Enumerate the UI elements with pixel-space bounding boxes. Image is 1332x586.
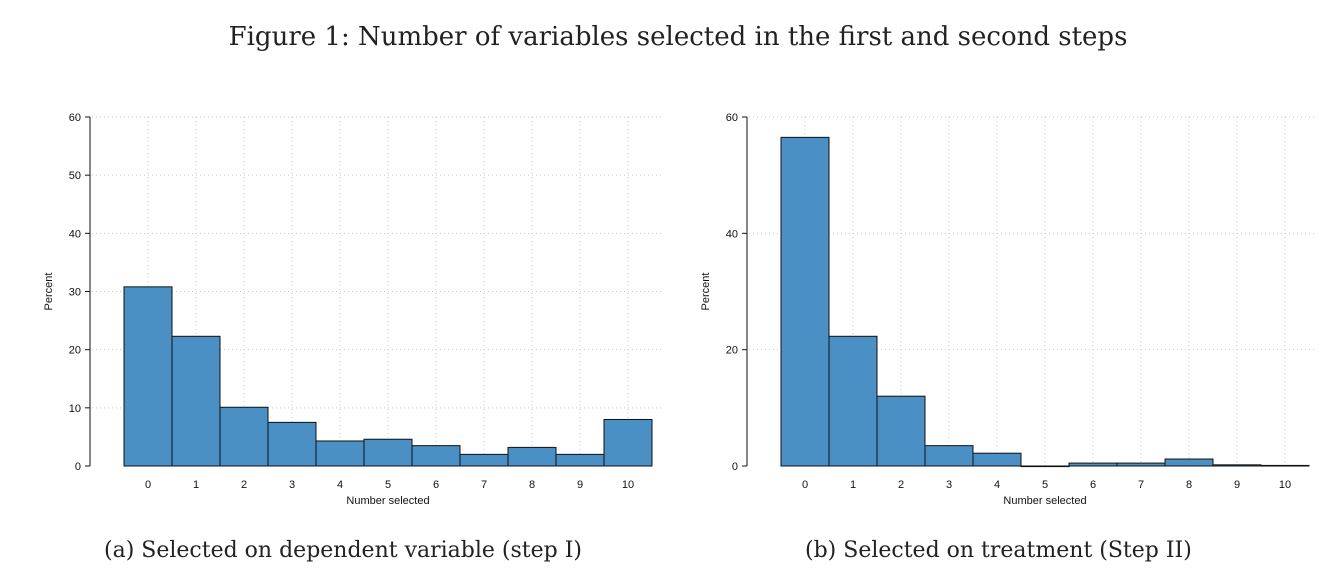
chart-b-ytick-label: 20 (726, 345, 738, 357)
chart-a-bar-6 (411, 445, 461, 467)
chart-b-xtick-label: 1 (850, 479, 856, 491)
chart-a-xtick-label: 6 (433, 479, 439, 491)
chart-b-xtick-label: 4 (994, 479, 1000, 491)
chart-a-bar-0 (123, 286, 173, 467)
chart-a-ytick-label: 40 (69, 228, 81, 240)
chart-b-xtick-label: 2 (898, 479, 904, 491)
chart-a-xtick-label: 9 (577, 479, 583, 491)
chart-a-xtick-label: 4 (337, 479, 343, 491)
chart-a-bar-7 (459, 453, 509, 467)
caption-b: (b) Selected on treatment (Step II) (805, 538, 1192, 563)
chart-panel-b: 0 20 40 60 0 1 2 3 4 5 6 7 8 9 10 Number selected Percen… (690, 95, 1330, 525)
chart-a-bar-2 (219, 406, 269, 467)
chart-a-xtick-label: 0 (145, 479, 151, 491)
chart-a-xtick-label: 3 (289, 479, 295, 491)
chart-b-bar-1 (828, 335, 878, 467)
chart-a-bar-5 (363, 438, 413, 467)
chart-b-xtick-label: 10 (1279, 479, 1291, 491)
chart-a-ytick-label: 0 (75, 461, 81, 473)
chart-b-xtick-label: 5 (1042, 479, 1048, 491)
chart-a-ytick-label: 10 (69, 403, 81, 415)
chart-a-y-axis-label: Percent (43, 273, 55, 311)
chart-a-bar-3 (267, 421, 317, 467)
chart-a-bar-8 (507, 446, 557, 467)
chart-a-xtick-label: 10 (622, 479, 634, 491)
chart-a-ytick-label: 20 (69, 345, 81, 357)
chart-a-ytick-label: 60 (69, 112, 81, 124)
chart-a-xtick-label: 1 (193, 479, 199, 491)
chart-a-bar-9 (555, 453, 605, 467)
chart-a-ytick-label: 50 (69, 170, 81, 182)
chart-a-x-axis-label: Number selected (346, 495, 429, 507)
chart-a-bar-10 (603, 418, 653, 467)
chart-b-bar-5 (1020, 465, 1070, 468)
chart-a-xtick-label: 5 (385, 479, 391, 491)
chart-b-bar-2 (876, 395, 926, 467)
chart-panel-a: 0 10 20 30 40 50 60 0 1 2 3 4 5 6 7 8 9 10 Number selected… (30, 95, 680, 525)
chart-b-bar-0 (780, 136, 830, 467)
chart-b-x-axis-label: Number selected (1003, 495, 1086, 507)
figure-title: Figure 1: Number of variables selected i… (228, 22, 1128, 52)
chart-a-xtick-label: 8 (529, 479, 535, 491)
chart-b-bar-9 (1212, 464, 1262, 467)
histogram-chart-b: 0 20 40 60 0 1 2 3 4 5 6 7 8 9 10 Number selected Percen… (700, 112, 1315, 507)
chart-b-bar-7 (1116, 462, 1166, 467)
chart-b-bar-4 (972, 452, 1022, 467)
chart-b-xtick-label: 6 (1090, 479, 1096, 491)
chart-b-xtick-label: 9 (1234, 479, 1240, 491)
chart-b-bar-6 (1068, 462, 1118, 467)
chart-b-xtick-label: 8 (1186, 479, 1192, 491)
chart-b-ytick-label: 0 (732, 461, 738, 473)
chart-b-ytick-label: 60 (726, 112, 738, 124)
chart-a-xtick-label: 2 (241, 479, 247, 491)
chart-b-ytick-label: 40 (726, 228, 738, 240)
chart-b-bar-10 (1260, 464, 1310, 467)
chart-b-bar-3 (924, 445, 974, 467)
chart-b-xtick-label: 3 (946, 479, 952, 491)
chart-b-xtick-label: 0 (802, 479, 808, 491)
chart-b-y-axis-label: Percent (700, 273, 712, 311)
chart-b-xtick-label: 7 (1138, 479, 1144, 491)
caption-a: (a) Selected on dependent variable (step… (104, 538, 582, 563)
histogram-chart-a: 0 10 20 30 40 50 60 0 1 2 3 4 5 6 7 8 9 10 Number selected… (43, 112, 662, 507)
chart-a-bar-1 (171, 335, 221, 467)
chart-a-ytick-label: 30 (69, 287, 81, 299)
chart-a-xtick-label: 7 (481, 479, 487, 491)
chart-b-bar-8 (1164, 458, 1214, 467)
chart-a-bar-4 (315, 440, 365, 467)
